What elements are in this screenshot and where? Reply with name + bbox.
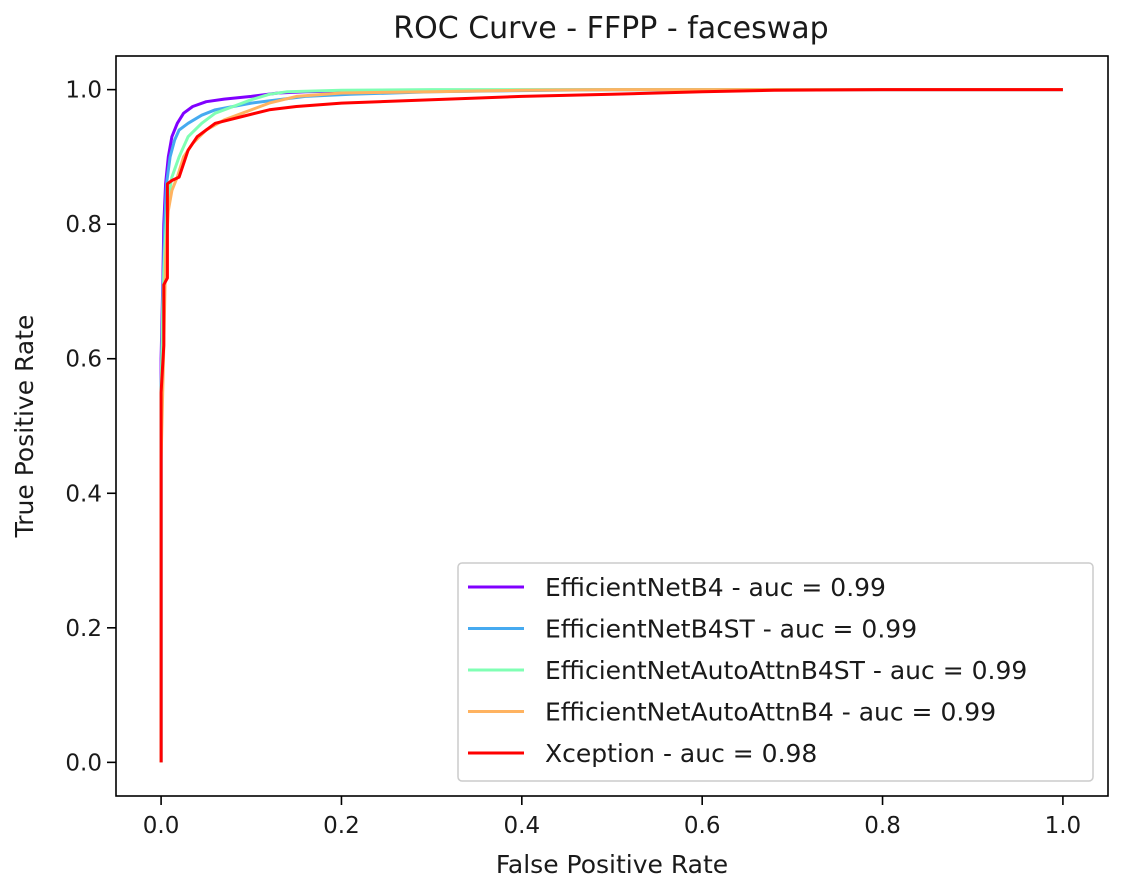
x-tick-label-1: 0.2 [323,813,360,839]
x-axis-label: False Positive Rate [496,850,728,879]
x-tick-label-3: 0.6 [684,813,721,839]
x-tick-label-5: 1.0 [1045,813,1082,839]
y-tick-label-4: 0.8 [65,212,102,238]
y-axis-label: True Positive Rate [10,315,39,539]
y-tick-label-5: 1.0 [65,78,102,104]
x-tick-label-2: 0.4 [504,813,541,839]
legend: EfficientNetB4 - auc = 0.99 EfficientNetB… [457,562,1094,782]
plot-frame [115,55,1109,797]
y-tick-label-3: 0.6 [65,347,102,373]
legend-label-1: EfficientNetB4ST - auc = 0.99 [545,615,917,644]
y-axis-ticks: 0.0 0.2 0.4 0.6 0.8 1.0 [65,78,116,776]
legend-box [457,562,1094,782]
y-tick-label-1: 0.2 [65,616,102,642]
chart-title: ROC Curve - FFPP - faceswap [393,11,828,46]
legend-label-4: Xception - auc = 0.98 [545,739,817,768]
x-tick-label-0: 0.0 [143,813,180,839]
legend-label-3: EfficientNetAutoAttnB4 - auc = 0.99 [545,698,996,727]
legend-label-0: EfficientNetB4 - auc = 0.99 [545,573,886,602]
x-axis-ticks: 0.0 0.2 0.4 0.6 0.8 1.0 [143,796,1081,839]
legend-label-2: EfficientNetAutoAttnB4ST - auc = 0.99 [545,656,1027,685]
y-tick-label-2: 0.4 [65,481,102,507]
series-layer [159,88,1063,763]
x-tick-label-4: 0.8 [864,813,901,839]
y-tick-label-0: 0.0 [65,750,102,776]
series-line-4 [159,88,1063,763]
